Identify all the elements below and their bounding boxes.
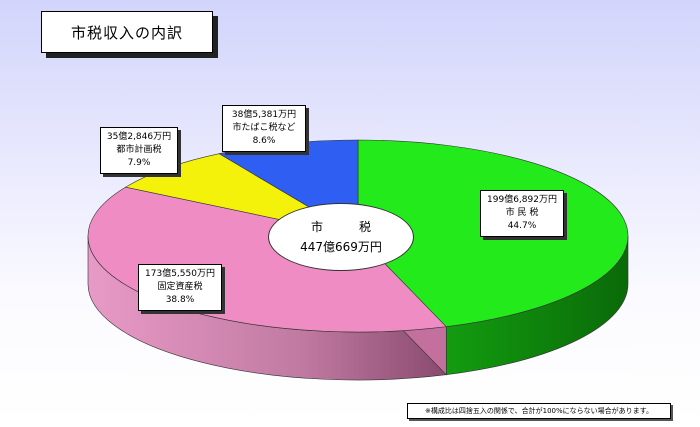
total-label: 市 税 447億669万円	[268, 203, 414, 271]
slice-percent: 7.9%	[127, 158, 151, 168]
label-tabakozei: 38億5,381万円 市たばこ税など 8.6%	[222, 105, 306, 152]
label-kotei-shisanzei: 173億5,550万円 固定資産税 38.8%	[138, 264, 222, 311]
total-title: 市 税	[310, 220, 383, 234]
slice-amount: 199億6,892万円	[487, 195, 557, 205]
slice-name: 固定資産税	[157, 282, 203, 292]
footnote: ※構成比は四捨五入の関係で、合計が100%にならない場合があります。	[407, 403, 671, 419]
slice-percent: 38.8%	[165, 295, 195, 305]
slice-percent: 8.6%	[252, 136, 276, 146]
slice-name: 都市計画税	[116, 145, 162, 155]
slice-amount: 38億5,381万円	[231, 110, 297, 120]
label-shiminzei: 199億6,892万円 市 民 税 44.7%	[480, 190, 564, 237]
slice-amount: 35億2,846万円	[106, 132, 172, 142]
slice-name: 市 民 税	[505, 208, 539, 218]
total-amount: 447億669万円	[300, 240, 382, 254]
slice-amount: 173億5,550万円	[145, 269, 215, 279]
label-toshi-keikakuzei: 35億2,846万円 都市計画税 7.9%	[100, 127, 178, 174]
slice-percent: 44.7%	[507, 221, 537, 231]
slice-name: 市たばこ税など	[232, 123, 296, 133]
chart-title: 市税収入の内訳	[41, 11, 213, 53]
